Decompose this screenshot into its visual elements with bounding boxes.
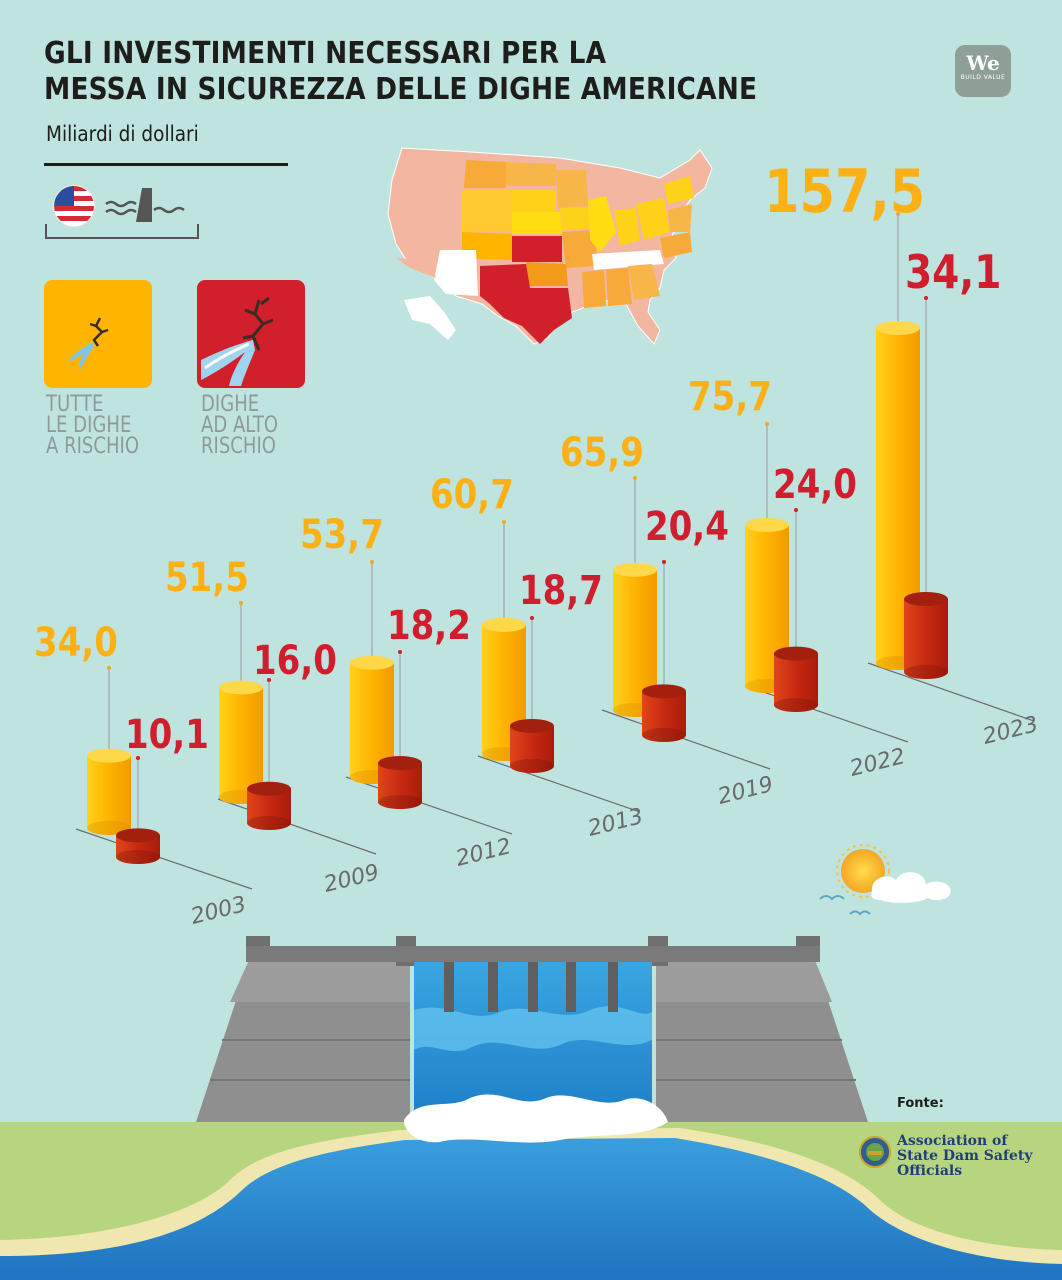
- map-state-minnesota: [556, 170, 588, 208]
- map-state-pennsylvania: [664, 176, 694, 204]
- map-state-georgia: [628, 264, 660, 300]
- dam-illustration: [196, 936, 868, 1143]
- bar-all-dams: [876, 321, 920, 670]
- bar-all-dams: [87, 748, 131, 835]
- value-label-all-dams: 157,5: [764, 157, 925, 227]
- map-state-northdakota: [506, 162, 556, 186]
- value-label-all-dams: 51,5: [165, 554, 249, 600]
- chart-subtitle: Miliardi di dollari: [46, 122, 199, 146]
- leader-dot-high: [267, 678, 271, 682]
- logo-text: We: [966, 51, 1000, 75]
- map-state-mississippi: [582, 270, 606, 308]
- map-state-wyoming: [462, 190, 512, 232]
- year-label: 2019: [715, 772, 775, 810]
- leader-dot-all: [502, 520, 506, 524]
- leader-dot-high: [924, 296, 928, 300]
- map-state-iowa: [560, 208, 594, 230]
- leader-dot-high: [530, 616, 534, 620]
- map-state-indiana: [614, 208, 640, 246]
- year-label: 2003: [188, 892, 248, 930]
- value-label-all-dams: 75,7: [688, 373, 772, 419]
- page-title-line-1: GLI INVESTIMENTI NECESSARI PER LA: [44, 36, 607, 71]
- us-flag-icon: [52, 184, 96, 228]
- map-state-texas: [480, 264, 572, 344]
- value-label-high-risk: 34,1: [905, 246, 1001, 300]
- value-label-high-risk: 16,0: [253, 637, 337, 683]
- value-label-all-dams: 60,7: [430, 471, 514, 517]
- year-label: 2023: [980, 712, 1040, 750]
- leader-dot-high: [136, 756, 140, 760]
- bar-high-risk: [510, 718, 554, 773]
- legend-all-dams-swatch: [44, 280, 152, 388]
- map-state-alabama: [606, 268, 632, 306]
- map-state-illinois: [588, 196, 616, 252]
- lake: [0, 1138, 1062, 1280]
- map-state-missouri: [562, 230, 598, 268]
- legend-high-risk-swatch: [197, 280, 305, 388]
- legend-all-dams-label: TUTTE LE DIGHE A RISCHIO: [46, 392, 140, 459]
- cloud-icon: [871, 872, 951, 903]
- bar-chart: 34,010,1 2003 51,516,0 2009 53,718,2 2012 60,7…: [34, 157, 1041, 930]
- bar-all-dams: [219, 680, 263, 804]
- page-title-line-2: MESSA IN SICUREZZA DELLE DIGHE AMERICANE: [44, 72, 758, 107]
- map-state-southdakota: [512, 190, 556, 212]
- logo-subtext: BUILD VALUE: [960, 74, 1006, 81]
- map-state-montana: [464, 160, 506, 188]
- map-state-oklahoma: [526, 262, 568, 286]
- flag-dam-badge: [45, 184, 199, 239]
- value-label-high-risk: 24,0: [773, 461, 857, 507]
- year-label: 2013: [585, 804, 645, 842]
- map-state-alaska: [404, 296, 456, 340]
- source-name: Association of State Dam Safety Official…: [897, 1133, 1033, 1179]
- bar-high-risk: [774, 646, 818, 712]
- value-label-all-dams: 65,9: [560, 429, 644, 475]
- us-map: [387, 147, 713, 345]
- legend-high-risk-label: DIGHE AD ALTO RISCHIO: [201, 392, 279, 459]
- bar-high-risk: [116, 828, 160, 864]
- birds-icon: [819, 895, 871, 916]
- map-state-arizona-nm: [434, 250, 478, 296]
- value-label-high-risk: 18,7: [519, 567, 603, 613]
- bar-high-risk: [378, 756, 422, 809]
- cracked-dam-icon: [44, 280, 152, 388]
- value-label-high-risk: 10,1: [125, 711, 209, 757]
- we-build-value-logo: We BUILD VALUE: [955, 45, 1011, 97]
- chart-baselines: [75, 662, 1035, 890]
- map-state-northcarolina: [660, 232, 692, 258]
- bar-high-risk: [642, 684, 686, 742]
- leader-dot-high: [794, 508, 798, 512]
- map-state-virginia: [668, 204, 692, 232]
- page-title: GLI INVESTIMENTI NECESSARI PER LA MESSA …: [44, 36, 757, 108]
- year-label: 2009: [321, 860, 381, 898]
- burst-dam-icon: [197, 280, 305, 388]
- leader-dot-all: [896, 212, 900, 216]
- bar-high-risk: [904, 592, 948, 679]
- asdso-seal-icon: [859, 1136, 891, 1168]
- leader-dot-all: [107, 666, 111, 670]
- value-label-all-dams: 53,7: [300, 511, 384, 557]
- title-divider: [44, 163, 288, 166]
- year-label: 2012: [453, 834, 513, 872]
- map-state-nebraska: [512, 212, 562, 234]
- value-label-high-risk: 20,4: [645, 503, 729, 549]
- leader-dot-all: [765, 422, 769, 426]
- value-label-all-dams: 34,0: [34, 619, 118, 665]
- map-state-ohio: [636, 198, 670, 240]
- leader-dot-high: [398, 650, 402, 654]
- sun-icon: [836, 844, 890, 898]
- leader-dot-all: [370, 560, 374, 564]
- bar-all-dams: [613, 562, 657, 717]
- source-label: Fonte:: [897, 1096, 944, 1111]
- foam: [404, 1094, 668, 1143]
- map-state-kansas: [512, 236, 562, 262]
- bar-high-risk: [247, 781, 291, 830]
- leader-dot-all: [239, 601, 243, 605]
- value-label-high-risk: 18,2: [387, 602, 471, 648]
- dam-icon: [105, 188, 185, 222]
- leader-dot-all: [633, 476, 637, 480]
- leader-dot-high: [662, 560, 666, 564]
- year-label: 2022: [847, 744, 907, 782]
